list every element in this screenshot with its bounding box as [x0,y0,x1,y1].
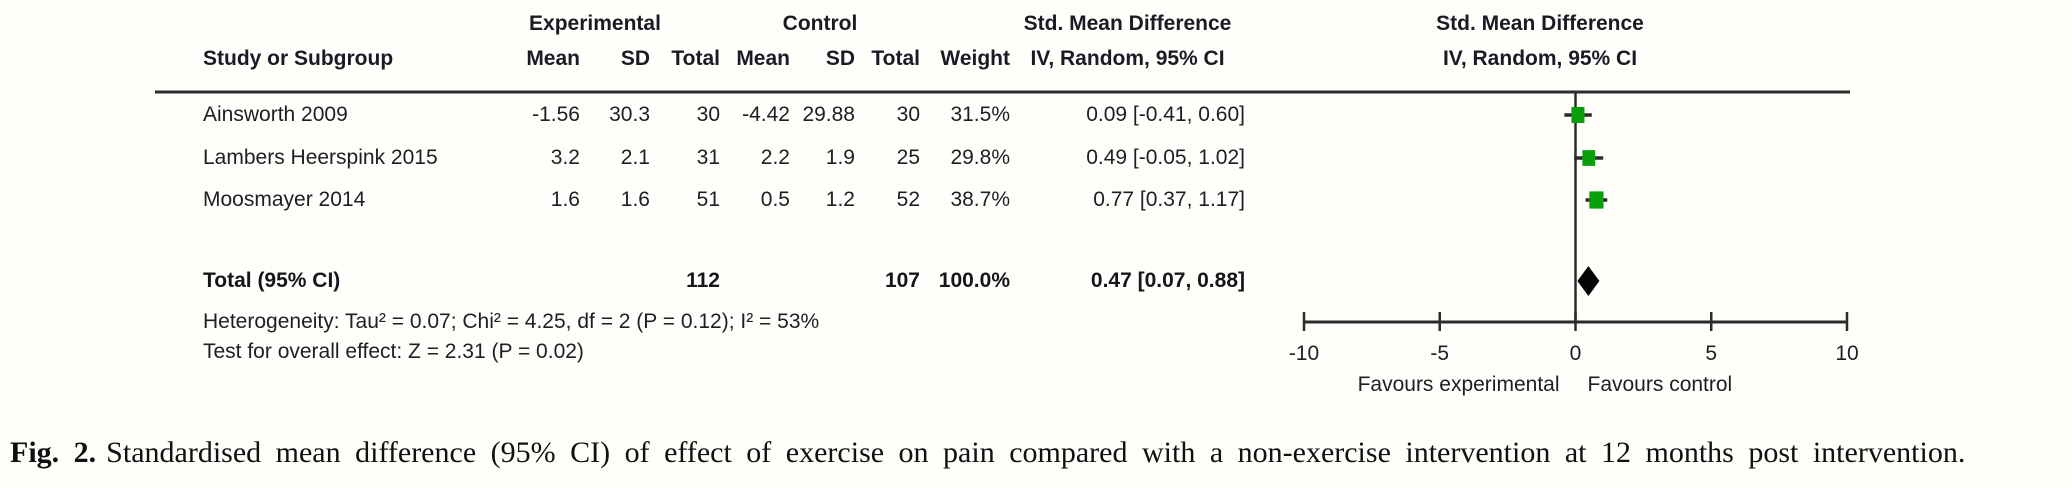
sd-exp-value: 2.1 [620,146,650,169]
summary-diamond [1577,266,1600,296]
table-row: Ainsworth 2009 -1.56 30.3 30 -4.42 29.88… [155,101,1245,129]
table-column-header-row: Study or Subgroup Mean SD Total Mean SD … [155,45,1245,73]
axis-tick-label: -5 [1430,342,1449,365]
study-column-header: Study or Subgroup [203,47,394,70]
favours-right-label: Favours control [1588,373,1733,396]
mean-exp-value: 3.2 [550,146,580,169]
control-group-header: Control [782,12,858,35]
total-exp-header: Total [671,47,720,70]
study-square-marker [1589,191,1604,209]
study-name: Moosmayer 2014 [203,188,366,211]
plot-header-title: Std. Mean Difference [1436,12,1644,35]
study-name: Lambers Heerspink 2015 [203,146,438,169]
sd-ctrl-value: 1.2 [825,188,855,211]
mean-exp-value: 1.6 [550,188,580,211]
favours-left-label: Favours experimental [1358,373,1560,396]
ci-column-header: IV, Random, 95% CI [1030,47,1225,70]
weight-value: 31.5% [950,103,1010,126]
total-ctrl-value: 30 [896,103,920,126]
mean-ctrl-value: 2.2 [760,146,790,169]
mean-exp-header: Mean [526,47,580,70]
total-label: Total (95% CI) [203,269,341,292]
total-exp-value: 31 [696,146,720,169]
total-exp-value: 51 [696,188,720,211]
mean-ctrl-value: 0.5 [760,188,790,211]
ci-text-value: 0.49 [-0.05, 1.02] [1086,146,1245,169]
plot-header-subtitle: IV, Random, 95% CI [1442,47,1638,70]
study-square-marker [1582,150,1596,166]
mean-exp-value: -1.56 [532,103,580,126]
total-exp-value: 30 [696,103,720,126]
table-row: Moosmayer 2014 1.6 1.6 51 0.5 1.2 52 38.… [155,186,1245,214]
weight-column-header: Weight [940,47,1010,70]
experimental-group-header: Experimental [529,12,661,35]
axis-tick-label: 10 [1835,342,1858,365]
mean-ctrl-value: -4.42 [742,103,790,126]
overall-effect-test: Test for overall effect: Z = 2.31 (P = 0… [203,340,584,363]
table-group-header-row: Experimental Control Std. Mean Differenc… [155,10,1245,38]
figure-caption: Fig. 2. Standardised mean difference (95%… [10,433,2062,473]
figure-caption-label: Fig. 2. [10,436,97,469]
study-name: Ainsworth 2009 [203,103,348,126]
total-row: Total (95% CI) 112 107 100.0% 0.47 [0.07… [155,267,1245,295]
axis-tick-label: 5 [1705,342,1717,365]
ci-text-value: 0.77 [0.37, 1.17] [1093,188,1245,211]
table-row: Lambers Heerspink 2015 3.2 2.1 31 2.2 1.… [155,144,1245,172]
ci-text-value: 0.09 [-0.41, 0.60] [1086,103,1245,126]
total-ctrl-value: 25 [896,146,920,169]
total-ctrl-value: 52 [896,188,920,211]
mean-ctrl-header: Mean [736,47,790,70]
total-ctrl-header: Total [871,47,920,70]
axis-tick-label: -10 [1289,342,1319,365]
sd-ctrl-value: 29.88 [802,103,855,126]
sd-ctrl-value: 1.9 [825,146,855,169]
heterogeneity-statistics: Heterogeneity: Tau² = 0.07; Chi² = 4.25,… [203,310,820,333]
total-exp-sum: 112 [686,269,720,292]
axis-tick-label: 0 [1570,342,1582,365]
sd-exp-value: 1.6 [620,188,650,211]
study-square-marker [1571,106,1585,124]
sd-exp-value: 30.3 [609,103,650,126]
weight-value: 38.7% [950,188,1010,211]
total-ci-text: 0.47 [0.07, 0.88] [1090,269,1245,292]
figure-caption-text: Standardised mean difference (95% CI) of… [106,436,1966,469]
total-ctrl-sum: 107 [884,269,920,292]
weight-value: 29.8% [950,146,1010,169]
total-weight: 100.0% [938,269,1010,292]
smd-column-group-header: Std. Mean Difference [1023,12,1232,35]
sd-ctrl-header: SD [825,47,855,70]
sd-exp-header: SD [620,47,650,70]
